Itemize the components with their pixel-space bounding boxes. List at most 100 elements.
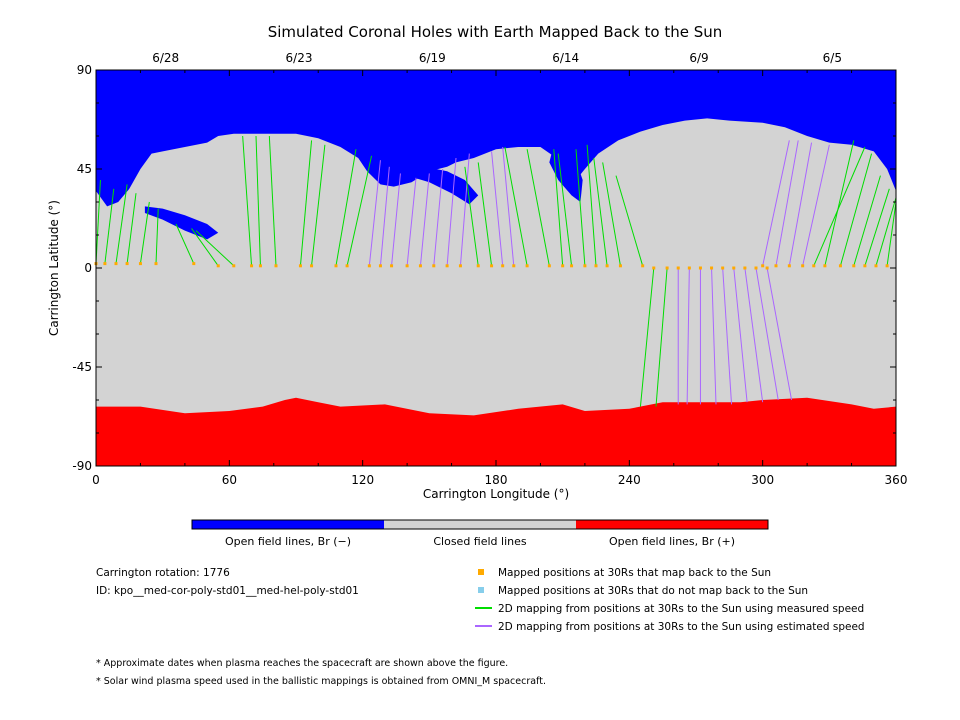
measured-mapping-line bbox=[813, 146, 866, 266]
closed-field-region bbox=[96, 118, 896, 467]
mapped-point bbox=[765, 266, 769, 270]
footnote-dates: * Approximate dates when plasma reaches … bbox=[96, 658, 508, 669]
measured-mapping-line bbox=[526, 149, 550, 266]
estimated-mapping-line bbox=[433, 168, 444, 266]
estimated-mapping-line bbox=[711, 267, 717, 405]
mapped-point bbox=[432, 264, 436, 268]
measured-mapping-line bbox=[864, 188, 890, 266]
measured-mapping-line bbox=[886, 201, 897, 266]
estimated-mapping-line bbox=[406, 177, 417, 266]
measured-mapping-line bbox=[268, 135, 277, 266]
measured-mapping-line bbox=[655, 267, 668, 407]
x-tick-label: 60 bbox=[222, 473, 237, 487]
measured-mapping-line bbox=[464, 166, 479, 266]
colorbar-frame bbox=[191, 519, 769, 530]
colorbar-segment bbox=[192, 520, 384, 529]
mapped-point bbox=[216, 264, 220, 268]
colorbar-label: Open field lines, Br (−) bbox=[225, 535, 351, 548]
info-block: Carrington rotation: 1776 ID: kpo__med-c… bbox=[96, 567, 359, 597]
measured-mapping-line bbox=[593, 157, 608, 266]
estimated-mapping-line bbox=[766, 267, 793, 401]
y-tick-label: 45 bbox=[77, 162, 92, 176]
mapped-point bbox=[732, 266, 736, 270]
estimated-mapping-line bbox=[802, 144, 830, 266]
mapped-point bbox=[787, 264, 791, 268]
mapped-point bbox=[250, 264, 254, 268]
mapped-point bbox=[687, 266, 691, 270]
colorbar: Open field lines, Br (−) Closed field lin… bbox=[191, 519, 769, 548]
y-tick-label: 90 bbox=[77, 63, 92, 77]
y-tick-label: -90 bbox=[72, 459, 92, 473]
mapped-point bbox=[761, 264, 765, 268]
mapped-point bbox=[547, 264, 551, 268]
mapped-point bbox=[570, 264, 574, 268]
measured-mapping-line bbox=[504, 146, 528, 266]
mapped-point bbox=[418, 264, 422, 268]
y-tick-label: 0 bbox=[84, 261, 92, 275]
estimated-mapping-line bbox=[755, 267, 779, 401]
estimated-mapping-line bbox=[502, 146, 515, 266]
mapped-point bbox=[710, 266, 714, 270]
mapped-point bbox=[525, 264, 529, 268]
estimated-mapping-line bbox=[722, 267, 733, 405]
mapped-point bbox=[676, 266, 680, 270]
measured-mapping-line bbox=[639, 267, 655, 407]
legend: Mapped positions at 30Rs that map back t… bbox=[475, 567, 865, 633]
mapped-point bbox=[605, 264, 609, 268]
measured-mapping-line bbox=[191, 228, 219, 267]
coronal-hole-patch-0 bbox=[144, 206, 219, 240]
mapped-point bbox=[367, 264, 371, 268]
estimated-mapping-line bbox=[459, 153, 470, 266]
mapped-point bbox=[863, 264, 867, 268]
mapped-point bbox=[334, 264, 338, 268]
y-tick-label: -45 bbox=[72, 360, 92, 374]
mapped-point bbox=[390, 264, 394, 268]
x-tick-label: 180 bbox=[485, 473, 508, 487]
top-date-label: 6/28 bbox=[152, 51, 179, 65]
measured-mapping-line bbox=[557, 153, 573, 266]
colorbar-segment bbox=[576, 520, 768, 529]
top-date-label: 6/19 bbox=[419, 51, 446, 65]
measured-mapping-line bbox=[477, 162, 493, 266]
measured-mapping-line bbox=[299, 140, 313, 266]
mapped-point bbox=[774, 264, 778, 268]
estimated-mapping-line bbox=[446, 157, 457, 266]
mapped-point bbox=[665, 266, 669, 270]
coronal-hole-patch-1 bbox=[402, 166, 479, 205]
mapped-point bbox=[490, 264, 494, 268]
colorbar-label: Open field lines, Br (+) bbox=[609, 535, 735, 548]
x-tick-label: 120 bbox=[351, 473, 374, 487]
mapped-point bbox=[458, 264, 462, 268]
estimated-mapping-line bbox=[379, 166, 390, 266]
estimated-mapping-line bbox=[733, 267, 748, 403]
measured-mapping-line bbox=[853, 175, 881, 266]
run-id-text: ID: kpo__med-cor-poly-std01__med-hel-pol… bbox=[96, 585, 359, 597]
mapped-point bbox=[652, 266, 656, 270]
mapped-point bbox=[310, 264, 314, 268]
measured-mapping-line bbox=[553, 149, 564, 266]
y-axis-label: Carrington Latitude (°) bbox=[47, 200, 61, 336]
estimated-mapping-line bbox=[686, 267, 690, 405]
mapped-point bbox=[114, 262, 118, 266]
measured-mapping-line bbox=[95, 179, 101, 264]
estimated-mapping-line bbox=[788, 142, 813, 266]
mapped-point bbox=[138, 262, 142, 266]
mapped-point bbox=[641, 264, 645, 268]
top-date-label: 6/9 bbox=[689, 51, 708, 65]
top-date-labels: 6/28 6/23 6/19 6/14 6/9 6/5 bbox=[152, 51, 842, 65]
x-tick-label: 300 bbox=[751, 473, 774, 487]
carrington-rotation-text: Carrington rotation: 1776 bbox=[96, 567, 230, 579]
estimated-mapping-line bbox=[368, 160, 381, 266]
measured-mapping-line bbox=[875, 197, 897, 266]
chart-title: Simulated Coronal Holes with Earth Mappe… bbox=[268, 23, 723, 41]
legend-label: 2D mapping from positions at 30Rs to the… bbox=[498, 621, 865, 633]
estimated-mapping-line bbox=[775, 140, 799, 266]
mapped-point bbox=[885, 264, 889, 268]
plot-area bbox=[94, 70, 897, 467]
top-date-label: 6/23 bbox=[286, 51, 313, 65]
measured-mapping-line bbox=[311, 144, 326, 266]
measured-mapping-line bbox=[242, 135, 253, 266]
legend-label: Mapped positions at 30Rs that do not map… bbox=[498, 585, 808, 597]
measured-mapping-line bbox=[104, 188, 115, 264]
